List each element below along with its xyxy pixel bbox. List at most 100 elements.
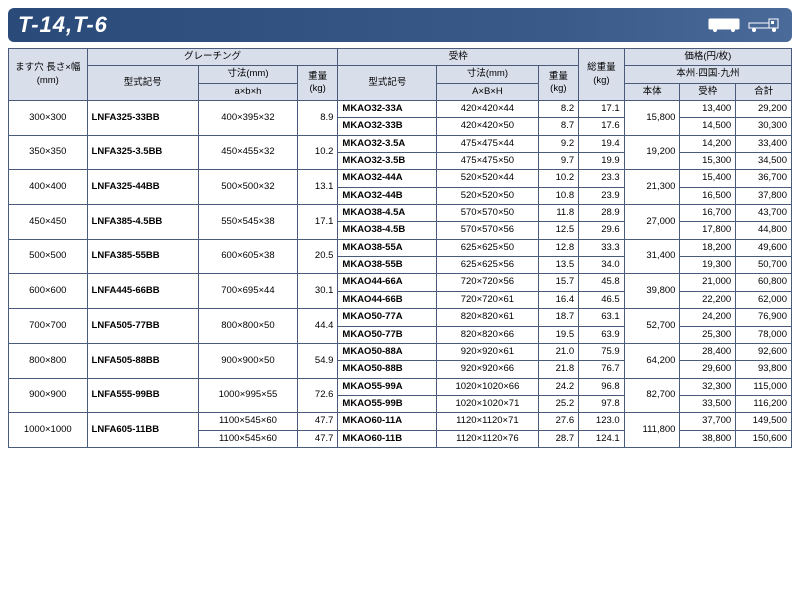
cell-fwt: 10.2 xyxy=(538,170,579,187)
cell-fwt: 9.7 xyxy=(538,153,579,170)
cell-fmodel: MKAO32-44A xyxy=(338,170,437,187)
spec-table: ます穴 長さ×幅 (mm) グレーチング 受枠 総重量 (kg) 価格(円/枚)… xyxy=(8,48,792,448)
cell-price-body: 64,200 xyxy=(624,343,680,378)
cell-totalwt: 23.9 xyxy=(579,187,625,204)
cell-totalwt: 45.8 xyxy=(579,274,625,291)
cell-fdim: 420×420×44 xyxy=(437,101,538,118)
cell-price-body: 19,200 xyxy=(624,135,680,170)
cell-totalwt: 46.5 xyxy=(579,291,625,308)
hdr-fwt: 重量 (kg) xyxy=(538,66,579,101)
cell-gwt: 10.2 xyxy=(297,135,338,170)
cell-price-total: 36,700 xyxy=(736,170,792,187)
cell-fwt: 16.4 xyxy=(538,291,579,308)
cell-fdim: 625×625×50 xyxy=(437,239,538,256)
cell-totalwt: 124.1 xyxy=(579,430,625,447)
cell-fwt: 8.7 xyxy=(538,118,579,135)
cell-gwt: 17.1 xyxy=(297,205,338,240)
cell-fmodel: MKAO32-44B xyxy=(338,187,437,204)
cell-gwt: 30.1 xyxy=(297,274,338,309)
cell-fdim: 420×420×50 xyxy=(437,118,538,135)
cell-fdim: 520×520×50 xyxy=(437,187,538,204)
bus-icon xyxy=(708,16,742,34)
cell-price-total: 49,600 xyxy=(736,239,792,256)
truck-icon xyxy=(748,16,782,34)
cell-gwt: 54.9 xyxy=(297,343,338,378)
table-row: 400×400LNFA325-44BB500×500×3213.1MKAO32-… xyxy=(9,170,792,187)
hdr-axbxh-l: a×b×h xyxy=(199,83,298,100)
cell-size: 1000×1000 xyxy=(9,413,88,448)
cell-fmodel: MKAO32-33A xyxy=(338,101,437,118)
cell-price-frame: 24,200 xyxy=(680,309,736,326)
cell-price-total: 43,700 xyxy=(736,205,792,222)
hdr-totalwt: 総重量 (kg) xyxy=(579,49,625,101)
cell-fwt: 9.2 xyxy=(538,135,579,152)
cell-fwt: 13.5 xyxy=(538,257,579,274)
cell-fmodel: MKAO44-66B xyxy=(338,291,437,308)
cell-fmodel: MKAO38-55B xyxy=(338,257,437,274)
title-bar: T-14,T-6 xyxy=(8,8,792,42)
cell-fwt: 21.8 xyxy=(538,361,579,378)
cell-price-total: 62,000 xyxy=(736,291,792,308)
hdr-grating: グレーチング xyxy=(87,49,338,66)
cell-price-frame: 13,400 xyxy=(680,101,736,118)
cell-totalwt: 75.9 xyxy=(579,343,625,360)
table-row: 900×900LNFA555-99BB1000×995×5572.6MKAO55… xyxy=(9,378,792,395)
cell-gmodel: LNFA385-55BB xyxy=(87,239,198,274)
cell-fwt: 19.5 xyxy=(538,326,579,343)
table-row: 600×600LNFA445-66BB700×695×4430.1MKAO44-… xyxy=(9,274,792,291)
cell-fmodel: MKAO50-88A xyxy=(338,343,437,360)
cell-totalwt: 29.6 xyxy=(579,222,625,239)
cell-price-body: 82,700 xyxy=(624,378,680,413)
cell-totalwt: 17.1 xyxy=(579,101,625,118)
cell-totalwt: 63.1 xyxy=(579,309,625,326)
table-row: 1000×1000LNFA605-11BB1100×545×6047.7MKAO… xyxy=(9,413,792,430)
cell-totalwt: 76.7 xyxy=(579,361,625,378)
table-row: 500×500LNFA385-55BB600×605×3820.5MKAO38-… xyxy=(9,239,792,256)
cell-fdim: 720×720×56 xyxy=(437,274,538,291)
cell-price-body: 31,400 xyxy=(624,239,680,274)
cell-price-frame: 15,300 xyxy=(680,153,736,170)
hdr-gmodel: 型式記号 xyxy=(87,66,198,101)
cell-fwt: 12.8 xyxy=(538,239,579,256)
cell-price-total: 60,800 xyxy=(736,274,792,291)
cell-price-frame: 37,700 xyxy=(680,413,736,430)
hdr-fmodel: 型式記号 xyxy=(338,66,437,101)
cell-fdim: 475×475×44 xyxy=(437,135,538,152)
cell-gmodel: LNFA605-11BB xyxy=(87,413,198,448)
cell-gmodel: LNFA325-3.5BB xyxy=(87,135,198,170)
cell-fwt: 12.5 xyxy=(538,222,579,239)
cell-fwt: 15.7 xyxy=(538,274,579,291)
cell-fdim: 625×625×56 xyxy=(437,257,538,274)
cell-gdim: 1100×545×60 xyxy=(199,413,298,430)
cell-price-body: 27,000 xyxy=(624,205,680,240)
cell-price-frame: 16,500 xyxy=(680,187,736,204)
table-row: 450×450LNFA385-4.5BB550×545×3817.1MKAO38… xyxy=(9,205,792,222)
cell-gdim: 1100×545×60 xyxy=(199,430,298,447)
hdr-frame: 受枠 xyxy=(338,49,579,66)
cell-gwt: 8.9 xyxy=(297,101,338,136)
cell-size: 450×450 xyxy=(9,205,88,240)
cell-price-frame: 32,300 xyxy=(680,378,736,395)
cell-gdim: 900×900×50 xyxy=(199,343,298,378)
cell-price-total: 29,200 xyxy=(736,101,792,118)
cell-fwt: 21.0 xyxy=(538,343,579,360)
cell-totalwt: 23.3 xyxy=(579,170,625,187)
cell-totalwt: 19.9 xyxy=(579,153,625,170)
table-body: 300×300LNFA325-33BB400×395×328.9MKAO32-3… xyxy=(9,101,792,448)
cell-price-total: 149,500 xyxy=(736,413,792,430)
cell-gwt: 20.5 xyxy=(297,239,338,274)
cell-fdim: 720×720×61 xyxy=(437,291,538,308)
page-title: T-14,T-6 xyxy=(18,12,108,38)
cell-fmodel: MKAO50-77B xyxy=(338,326,437,343)
cell-fdim: 920×920×66 xyxy=(437,361,538,378)
cell-gmodel: LNFA505-88BB xyxy=(87,343,198,378)
cell-price-total: 76,900 xyxy=(736,309,792,326)
table-row: 700×700LNFA505-77BB800×800×5044.4MKAO50-… xyxy=(9,309,792,326)
cell-gmodel: LNFA555-99BB xyxy=(87,378,198,413)
cell-price-frame: 21,000 xyxy=(680,274,736,291)
cell-size: 600×600 xyxy=(9,274,88,309)
cell-gdim: 600×605×38 xyxy=(199,239,298,274)
cell-price-frame: 28,400 xyxy=(680,343,736,360)
cell-fwt: 27.6 xyxy=(538,413,579,430)
cell-price-frame: 14,200 xyxy=(680,135,736,152)
